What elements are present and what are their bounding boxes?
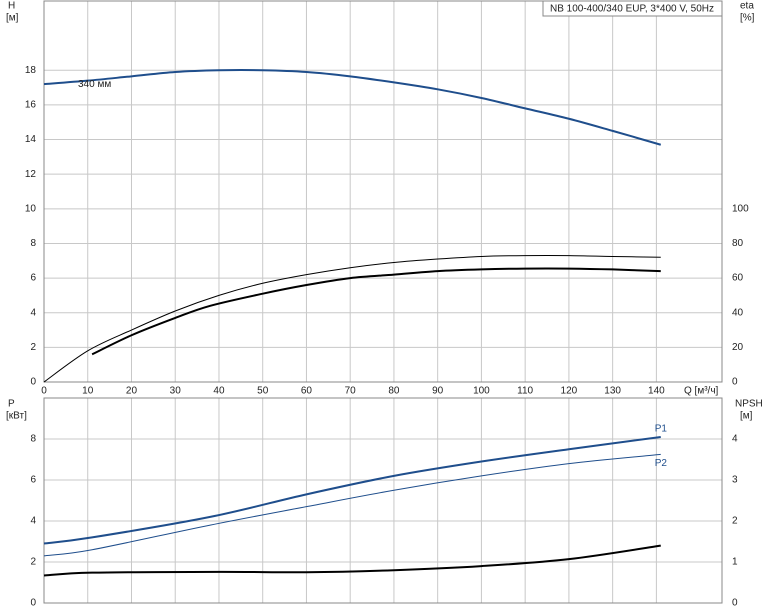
y2-tick-label: 4	[732, 434, 738, 445]
y-tick-label: 6	[30, 475, 36, 486]
top-plot-frame	[43, 0, 723, 383]
x-tick-label: 40	[213, 386, 225, 397]
y2-tick-label: 100	[732, 203, 749, 214]
y2-tick-label: 3	[732, 475, 738, 486]
y2-axis-unit: [м]	[740, 411, 753, 422]
y-tick-label: 10	[25, 203, 37, 214]
chart-title: NB 100-400/340 EUP, 3*400 V, 50Hz	[550, 4, 714, 15]
x-tick-label: 130	[604, 386, 621, 397]
y-tick-label: 12	[25, 169, 37, 180]
y2-axis-label: eta	[740, 1, 754, 12]
y-tick-label: 8	[30, 434, 36, 445]
x-tick-label: 110	[517, 386, 533, 397]
curve	[43, 453, 661, 557]
series-label: P1	[655, 424, 668, 435]
series-label: 340 мм	[78, 79, 111, 90]
y-tick-label: 8	[30, 238, 36, 249]
y2-tick-label: 40	[732, 307, 744, 318]
x-tick-label: 70	[345, 386, 357, 397]
series-label: P2	[655, 458, 668, 469]
curve	[43, 435, 661, 545]
y2-axis-unit: [%]	[740, 13, 755, 24]
curve	[43, 254, 661, 383]
x-tick-label: 0	[41, 386, 47, 397]
x-tick-label: 30	[170, 386, 182, 397]
x-axis-label: Q [м³/ч]	[684, 386, 719, 397]
y-tick-label: 0	[30, 598, 36, 609]
curve	[43, 544, 661, 577]
y-axis-unit: [м]	[6, 13, 19, 24]
y2-tick-label: 60	[732, 273, 744, 284]
y2-tick-label: 0	[732, 377, 738, 388]
y-axis-label: P	[8, 399, 15, 410]
x-tick-label: 80	[388, 386, 400, 397]
y2-tick-label: 80	[732, 238, 744, 249]
title-box	[542, 0, 723, 17]
x-tick-label: 140	[648, 386, 665, 397]
y-tick-label: 4	[30, 516, 36, 527]
x-tick-label: 120	[561, 386, 578, 397]
curve	[91, 267, 661, 356]
x-tick-label: 10	[82, 386, 94, 397]
x-tick-label: 100	[473, 386, 490, 397]
y-axis-unit: [кВт]	[6, 411, 27, 422]
y-tick-label: 2	[30, 342, 36, 353]
x-tick-label: 60	[301, 386, 313, 397]
y2-tick-label: 20	[732, 342, 744, 353]
y-tick-label: 18	[25, 65, 37, 76]
y-tick-label: 6	[30, 273, 36, 284]
x-tick-label: 20	[126, 386, 138, 397]
y-axis-label: H	[8, 1, 15, 12]
x-tick-label: 50	[257, 386, 269, 397]
y2-tick-label: 0	[732, 598, 738, 609]
y-tick-label: 16	[25, 100, 37, 111]
y2-tick-label: 2	[732, 516, 738, 527]
y-tick-label: 14	[25, 134, 37, 145]
bottom-plot-frame	[43, 397, 723, 604]
y2-axis-label: NPSH	[735, 399, 763, 410]
curve	[43, 69, 662, 146]
y-tick-label: 0	[30, 377, 36, 388]
y-tick-label: 2	[30, 557, 36, 568]
x-tick-label: 90	[432, 386, 444, 397]
y-tick-label: 4	[30, 307, 36, 318]
y2-tick-label: 1	[732, 557, 738, 568]
